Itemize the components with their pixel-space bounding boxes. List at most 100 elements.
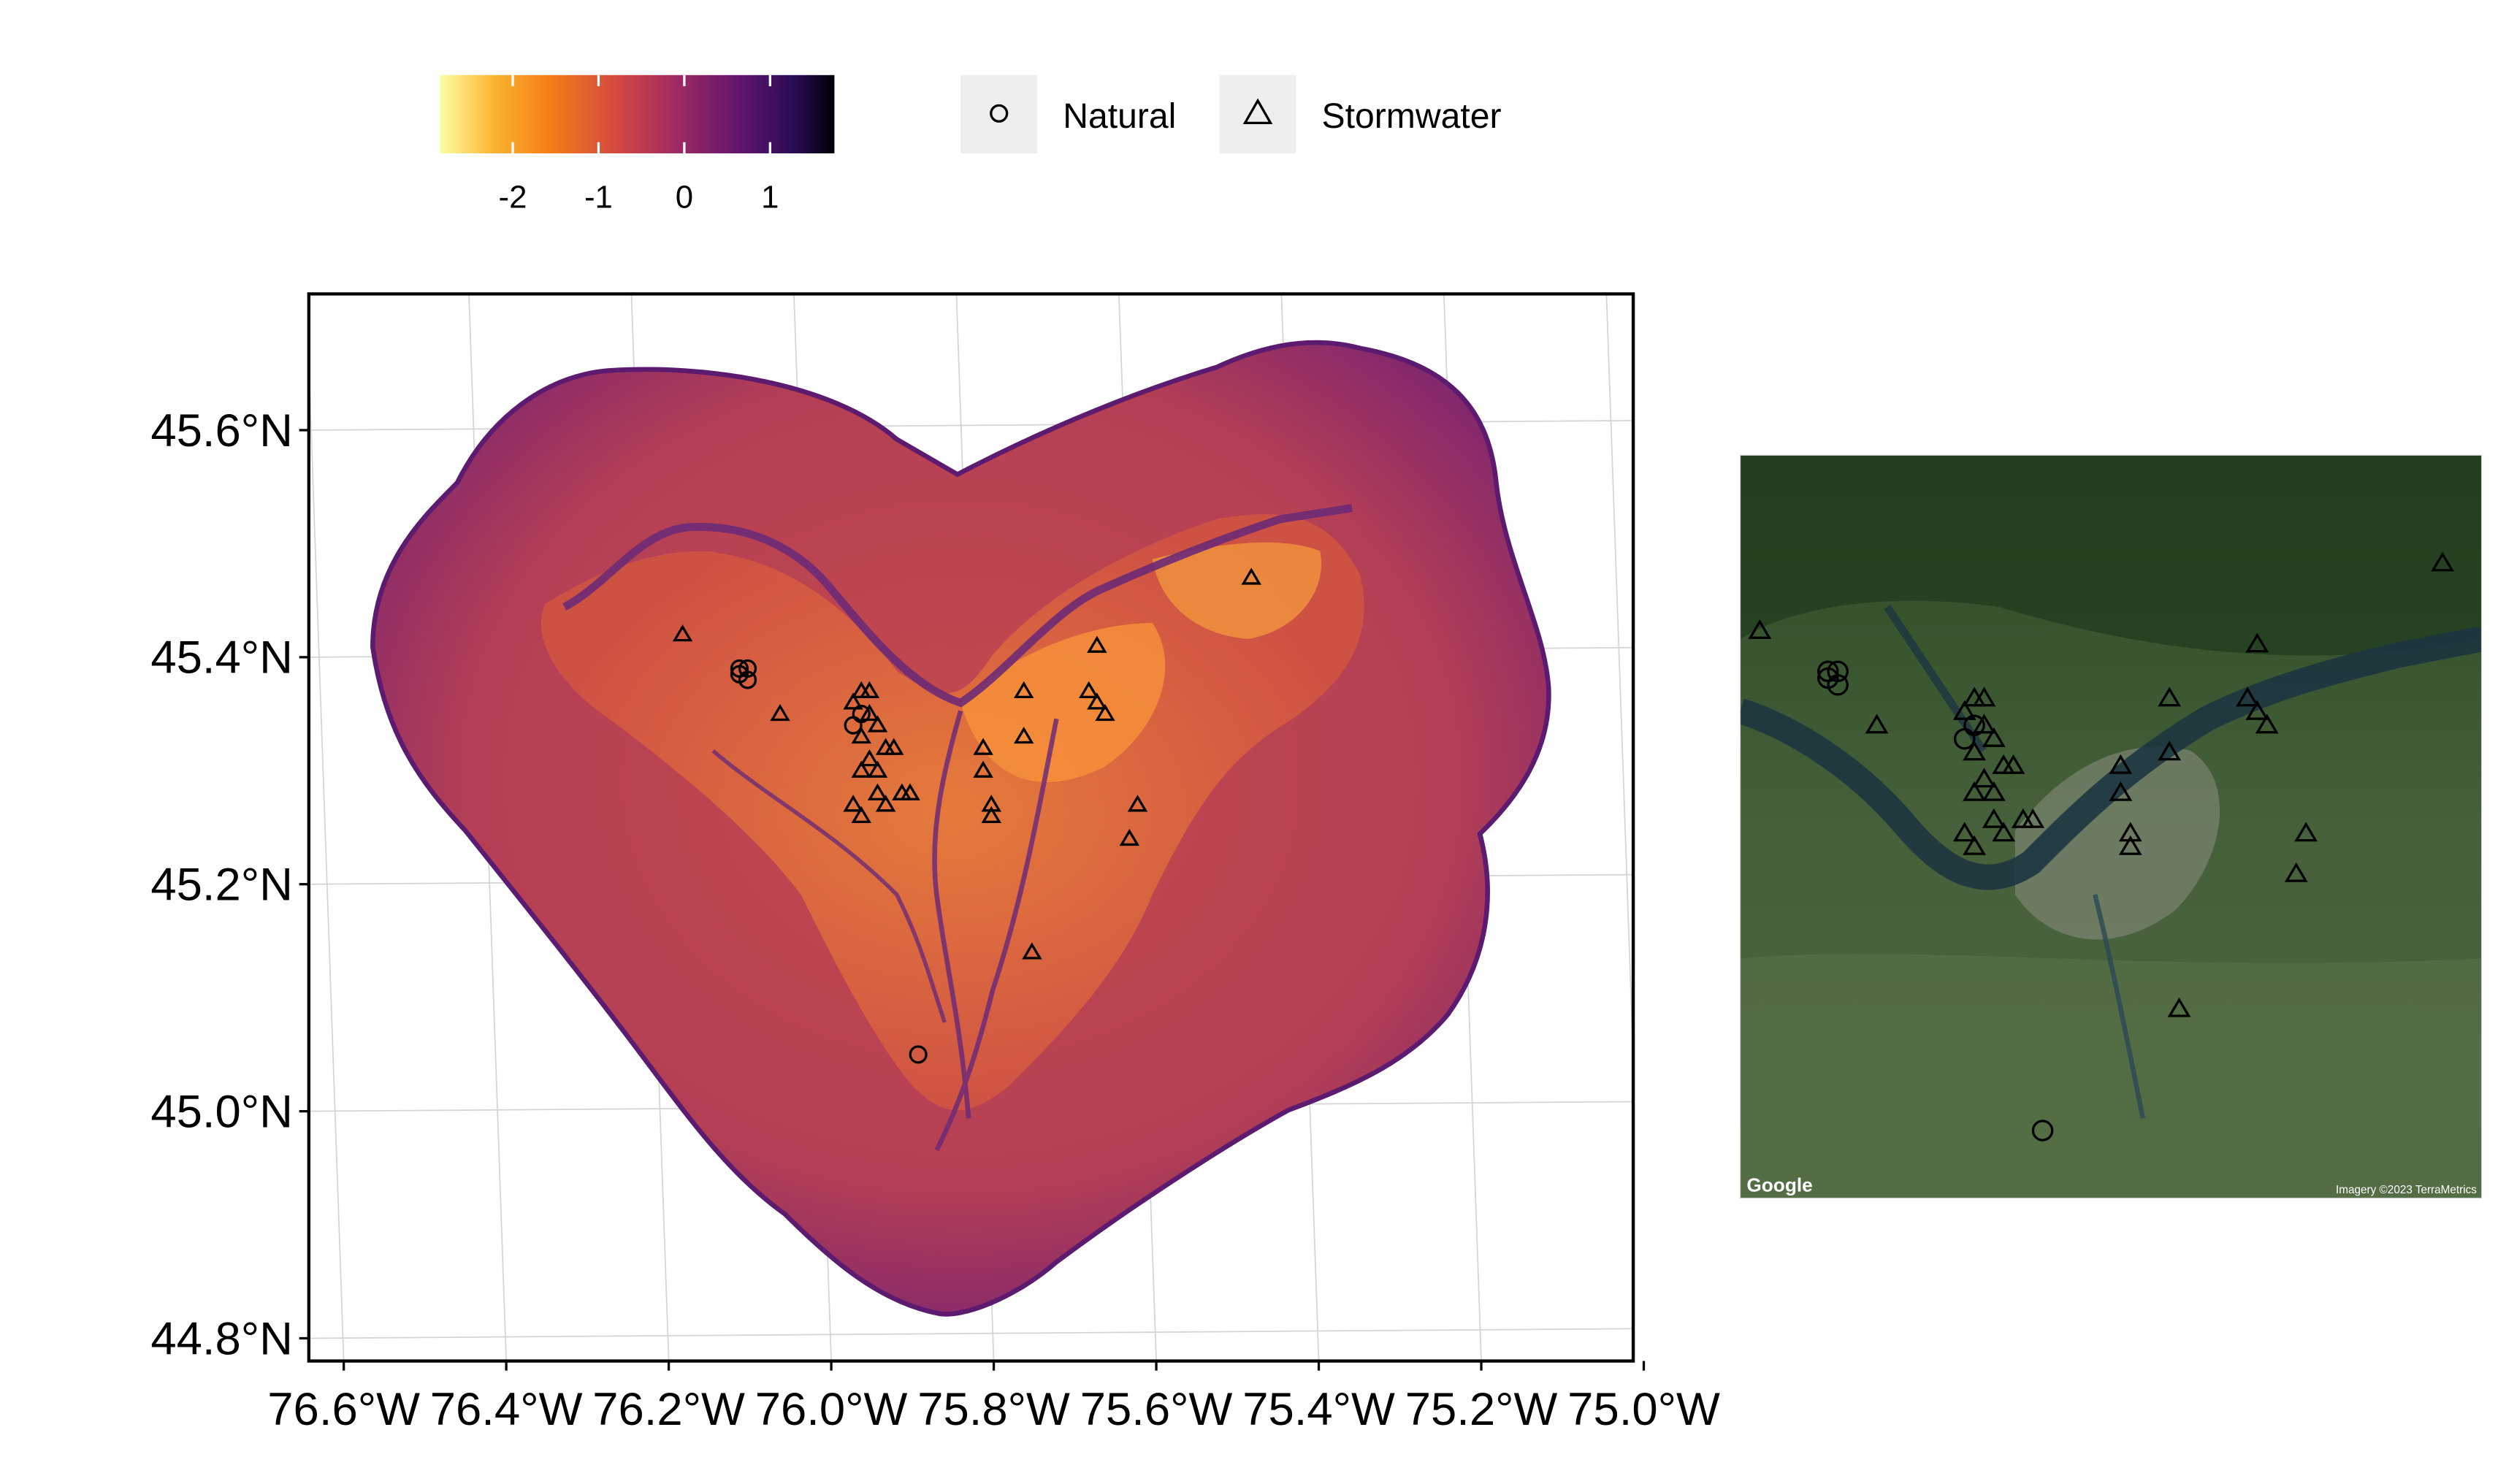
legend-key-stormwater	[1219, 74, 1296, 153]
stormwater-site-marker-satellite	[1963, 835, 1987, 855]
satellite-points	[1748, 551, 2455, 1141]
stormwater-site-marker-satellite	[1972, 714, 1996, 734]
stormwater-site-marker	[1095, 703, 1115, 722]
stormwater-site-marker-satellite	[2245, 700, 2269, 720]
stormwater-site-marker-satellite	[1952, 822, 1976, 842]
satellite-inset: Google Imagery ©2023 TerraMetrics	[1740, 454, 2483, 1199]
stormwater-site-marker-satellite	[1963, 781, 1987, 801]
stormwater-site-marker-satellite	[2236, 686, 2259, 707]
stormwater-site-marker-satellite	[1865, 714, 1889, 734]
stormwater-site-marker	[851, 760, 871, 778]
legend-label-stormwater: Stormwater	[1322, 96, 1502, 136]
natural-site-marker	[852, 705, 871, 724]
stormwater-site-marker	[973, 738, 993, 755]
legend-key-natural	[960, 74, 1038, 153]
axis-ticks: 76.6°W 76.4°W 76.2°W 76.0°W 75.8°W 75.6°W 75.4…	[150, 405, 1720, 1435]
stormwater-site-marker-satellite	[2294, 822, 2318, 842]
x-tick-label: 75.2°W	[1405, 1384, 1558, 1435]
stormwater-site-marker	[1022, 942, 1042, 960]
x-tick-label: 75.6°W	[1080, 1384, 1233, 1435]
colorbar-tick-label: 0	[676, 179, 693, 215]
x-tick-label: 75.8°W	[917, 1384, 1070, 1435]
stormwater-site-marker	[867, 760, 888, 778]
stormwater-site-marker	[859, 681, 880, 699]
stormwater-site-marker-satellite	[2158, 686, 2182, 707]
stormwater-site-marker	[867, 783, 888, 800]
colorbar-gradient	[440, 74, 835, 153]
x-tick-label: 76.4°W	[430, 1384, 583, 1435]
rideau-river-satellite	[2093, 894, 2146, 1119]
stormwater-site-marker-satellite	[1952, 700, 1976, 720]
stormwater-site-marker-satellite	[2167, 997, 2191, 1017]
map-points	[672, 567, 1261, 1064]
y-tick-label: 45.2°N	[150, 860, 293, 911]
google-attribution: Google	[1746, 1174, 1812, 1196]
graticule-meridian	[1605, 294, 1634, 1078]
map-panel-border	[307, 292, 1635, 1363]
farmland-south	[1740, 954, 2482, 1198]
forest-north	[1740, 455, 2482, 656]
stormwater-site-marker	[859, 749, 880, 767]
stormwater-site-marker	[770, 703, 790, 722]
stormwater-site-marker-satellite	[1982, 727, 2006, 747]
y-tick-label: 45.0°N	[150, 1086, 293, 1137]
stormwater-site-marker	[1087, 692, 1107, 710]
natural-site-marker-satellite	[2031, 1120, 2054, 1141]
y-tick-label: 44.8°N	[150, 1313, 293, 1364]
y-tick-label: 45.4°N	[150, 632, 293, 684]
x-tick-label: 76.0°W	[755, 1384, 908, 1435]
stormwater-site-marker-satellite	[2001, 754, 2025, 774]
stormwater-site-marker	[843, 692, 863, 710]
stormwater-site-marker-satellite	[2284, 862, 2308, 882]
stormwater-site-marker	[981, 806, 1001, 823]
colorbar: -2 -1 0 1	[440, 74, 835, 215]
main-map: 76.6°W 76.4°W 76.2°W 76.0°W 75.8°W 75.6°W 75.4…	[150, 292, 1720, 1435]
triangle-icon	[1242, 98, 1273, 125]
stormwater-site-marker	[1014, 726, 1034, 744]
x-tick-label: 75.0°W	[1567, 1384, 1720, 1435]
colorbar-tick-label: -1	[584, 179, 613, 215]
stormwater-site-marker	[672, 624, 693, 642]
stormwater-site-marker-satellite	[2431, 551, 2455, 572]
stormwater-site-marker	[1127, 795, 1148, 812]
shape-legend: Natural Stormwater	[960, 74, 1502, 153]
bright-patch-east	[1152, 542, 1322, 639]
stormwater-site-marker-satellite	[2158, 741, 2182, 761]
bright-patch	[960, 623, 1166, 783]
graticule-parallel	[308, 1328, 1634, 1339]
stormwater-site-marker	[859, 703, 880, 722]
x-tick-label: 76.6°W	[267, 1384, 420, 1435]
colorbar-tick-label: -2	[499, 179, 527, 215]
stormwater-site-marker	[973, 760, 993, 778]
ottawa-river-satellite	[1740, 626, 2482, 890]
stormwater-site-marker-satellite	[1982, 781, 2006, 801]
stormwater-site-marker-satellite	[2255, 714, 2279, 734]
stormwater-site-marker-satellite	[2109, 781, 2133, 801]
natural-site-marker	[909, 1045, 928, 1064]
stormwater-site-marker	[1241, 567, 1261, 585]
stormwater-site-marker-satellite	[2118, 835, 2142, 855]
graticule-meridian	[308, 345, 345, 1361]
stormwater-site-marker-satellite	[1982, 808, 2006, 828]
natural-site-marker	[730, 665, 749, 684]
stormwater-site-marker-satellite	[1748, 619, 1772, 639]
stormwater-site-marker	[1119, 828, 1140, 846]
imagery-attribution: Imagery ©2023 TerraMetrics	[2336, 1184, 2477, 1196]
stormwater-site-marker	[875, 795, 896, 812]
stormwater-site-marker-satellite	[2021, 808, 2045, 828]
x-tick-label: 75.4°W	[1242, 1384, 1395, 1435]
rideau-river	[932, 710, 1059, 1152]
stormwater-site-marker-satellite	[1972, 686, 1996, 707]
satellite-border	[1740, 454, 2483, 1199]
stormwater-site-marker-satellite	[1972, 768, 1996, 788]
natural-site-marker-satellite	[1817, 667, 1839, 689]
stormwater-site-marker	[884, 738, 904, 755]
legend-label-natural: Natural	[1063, 96, 1176, 136]
circle-icon	[990, 104, 1009, 123]
stormwater-site-marker	[1079, 681, 1099, 699]
stormwater-site-marker	[1014, 681, 1034, 699]
urban-area	[2014, 746, 2220, 940]
stormwater-site-marker-satellite	[2245, 632, 2269, 653]
stormwater-site-marker	[867, 715, 888, 733]
natural-site-marker-satellite	[1963, 714, 1985, 736]
